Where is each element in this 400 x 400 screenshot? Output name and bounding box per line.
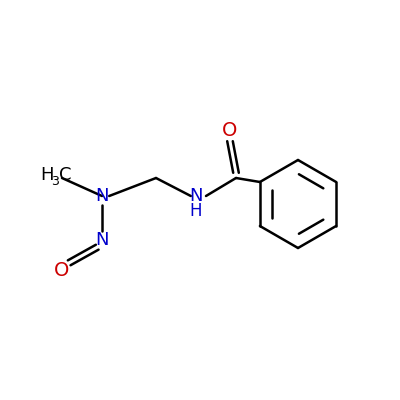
Text: N: N [95,187,109,205]
Text: H: H [40,166,54,184]
Text: H: H [190,202,202,220]
Text: O: O [222,120,238,140]
Text: O: O [54,260,70,280]
Text: N: N [189,187,203,205]
Text: N: N [95,231,109,249]
Text: C: C [59,166,72,184]
Text: 3: 3 [51,175,59,188]
